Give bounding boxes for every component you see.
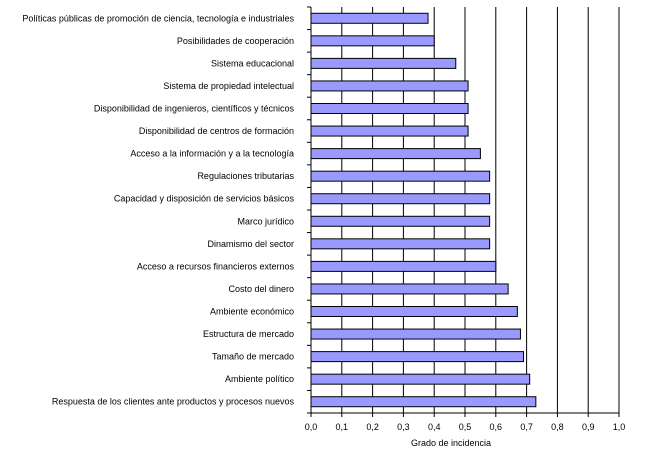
x-tick-label: 0,9 — [582, 422, 595, 432]
category-label: Sistema educacional — [211, 58, 294, 68]
x-tick-labels: 0,0 0,1 0,2 0,3 0,4 0,5 0,6 0,7 0,8 0,9 1,0 — [305, 422, 626, 432]
bar — [310, 193, 491, 205]
bar — [310, 170, 491, 182]
category-label: Acceso a la información y a la tecnologí… — [130, 149, 294, 159]
x-tick-label: 0,7 — [520, 422, 533, 432]
category-label: Dinamismo del sector — [207, 239, 294, 249]
bar — [310, 125, 469, 137]
x-axis-label: Grado de incidencia — [411, 438, 491, 448]
bar — [310, 148, 481, 160]
bar — [310, 57, 457, 69]
category-label: Estructura de mercado — [203, 329, 294, 339]
category-labels: Políticas públicas de promoción de cienc… — [22, 13, 294, 406]
bars — [310, 12, 537, 408]
x-tick-label: 0,2 — [366, 422, 379, 432]
category-label: Regulaciones tributarias — [197, 171, 294, 181]
x-tick-label: 1,0 — [613, 422, 626, 432]
x-tick-label: 0,8 — [551, 422, 564, 432]
category-label: Respuesta de los clientes ante productos… — [52, 397, 295, 407]
category-label: Tamaño de mercado — [212, 352, 294, 362]
axes — [307, 6, 620, 417]
x-tick-label: 0,1 — [336, 422, 349, 432]
category-label: Políticas públicas de promoción de cienc… — [22, 13, 294, 23]
category-label: Disponibilidad de centros de formación — [139, 126, 294, 136]
bar — [310, 35, 435, 47]
x-tick-label: 0,5 — [459, 422, 472, 432]
bar — [310, 12, 429, 24]
bar — [310, 373, 531, 385]
bar — [310, 238, 491, 250]
x-tick-label: 0,3 — [397, 422, 410, 432]
category-label: Costo del dinero — [228, 284, 294, 294]
x-tick-label: 0,6 — [490, 422, 503, 432]
category-label: Ambiente político — [225, 374, 294, 384]
category-label: Disponibilidad de ingenieros, científico… — [94, 104, 295, 114]
bar — [310, 260, 497, 272]
category-label: Posibilidades de cooperación — [177, 36, 294, 46]
category-label: Acceso a recursos financieros externos — [137, 261, 295, 271]
gridlines — [341, 7, 620, 413]
bar — [310, 306, 518, 317]
bar — [310, 215, 491, 227]
bar — [310, 396, 537, 408]
category-label: Marco jurídico — [237, 216, 294, 226]
x-tick-label: 0,4 — [428, 422, 441, 432]
bar — [310, 103, 469, 114]
bar — [310, 328, 521, 340]
bar — [310, 283, 509, 295]
category-label: Ambiente económico — [210, 307, 294, 317]
bar — [310, 80, 469, 92]
x-tick-label: 0,0 — [305, 422, 318, 432]
category-label: Capacidad y disposición de servicios bás… — [114, 194, 295, 204]
category-label: Sistema de propiedad intelectual — [163, 81, 294, 91]
bar — [310, 351, 525, 363]
